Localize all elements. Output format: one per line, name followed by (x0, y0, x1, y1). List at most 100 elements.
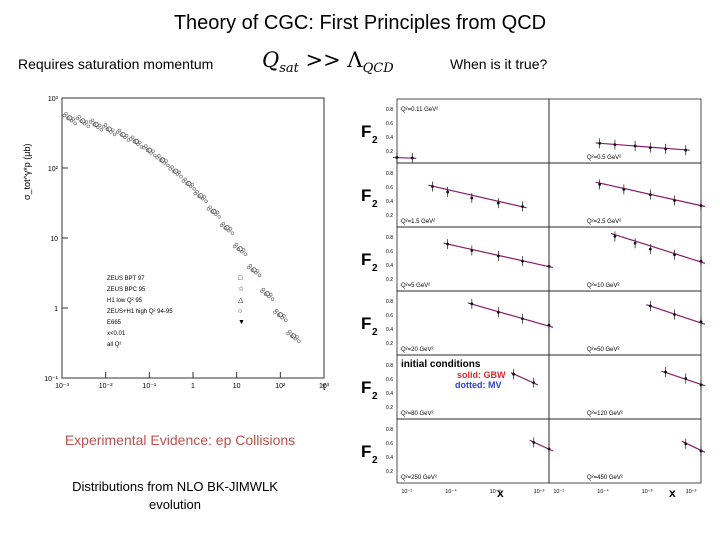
f2-axis-label: F (361, 186, 371, 205)
f2-fit-line (595, 142, 690, 151)
data-point (230, 231, 235, 235)
data-point (97, 123, 102, 128)
f2-panel-label: Q²=50 GeV² (587, 347, 620, 353)
data-point (213, 212, 218, 216)
data-point (195, 190, 199, 194)
data-point (227, 228, 231, 233)
f2-data-point (470, 249, 474, 252)
data-point (223, 226, 227, 230)
data-point (208, 205, 212, 209)
xlabel: τ (322, 382, 326, 390)
data-point (211, 208, 217, 214)
f2-data-point (648, 146, 652, 150)
data-point (136, 142, 140, 146)
f2-x-axis-label: x (669, 486, 676, 500)
f2-data-point (496, 310, 500, 314)
data-point (289, 334, 294, 338)
data-point (117, 128, 122, 133)
tau-scaling-chart: σ_tot^γ*p (μb) 10³ 10² 10 1 10⁻¹ 10⁻³ 10⁻² 10⁻… (22, 96, 330, 390)
f2-data-point (598, 182, 602, 186)
f2-panel-label: Q²=0.5 GeV² (587, 155, 621, 161)
data-point (145, 148, 150, 153)
f2-panel-frame (396, 290, 550, 356)
x-tick-label: 10⁻³ (55, 383, 69, 390)
f2-panel-label: Q²=0.11 GeV² (401, 107, 438, 113)
requires-label: Requires saturation momentum (18, 56, 214, 72)
f2-data-point (470, 302, 474, 306)
legend-marker: □ (238, 275, 243, 282)
data-point (130, 135, 135, 139)
data-point (234, 243, 239, 247)
data-point (277, 312, 283, 318)
f2-y-tick-label: 0.2 (386, 341, 393, 347)
data-point (224, 225, 230, 231)
data-point (86, 124, 90, 129)
formula-q: Q (262, 48, 280, 72)
data-point (80, 118, 86, 124)
f2-data-point (470, 196, 474, 200)
f2-data-point (395, 156, 399, 159)
f2-y-tick-label: 0.8 (386, 235, 393, 241)
data-point (286, 331, 290, 336)
f2-x-tick-label: 10⁻⁴ (597, 488, 609, 495)
data-point (219, 223, 224, 228)
f2-data-point (446, 242, 450, 246)
f2-data-point (673, 199, 676, 202)
f2-x-tick-label: 10⁻⁵ (553, 488, 564, 495)
f2-fit-line (428, 184, 527, 209)
f2-data-point (699, 320, 703, 324)
f2-data-point (613, 234, 617, 238)
data-point (170, 165, 174, 169)
f2-y-tick-label: 0.2 (386, 405, 393, 411)
data-point (92, 122, 96, 127)
data-point (115, 130, 120, 134)
x-tick-label: 10² (275, 383, 286, 390)
y-tick-label: 1 (54, 306, 58, 313)
f2-x-tick-label: 10⁻⁴ (445, 488, 457, 495)
data-point (62, 113, 66, 118)
data-point (66, 116, 70, 120)
f2-panel-label: Q²=80 GeV² (401, 411, 434, 417)
x-tick-label: 10 (233, 383, 241, 390)
f2-panel-frame (396, 418, 550, 484)
data-point (84, 120, 89, 124)
data-point (288, 330, 292, 334)
data-point (280, 315, 284, 320)
data-point (158, 158, 163, 162)
f2-y-tick-label: 0.8 (386, 107, 393, 113)
data-point (69, 118, 74, 123)
f2-data-point (521, 317, 524, 321)
data-point (129, 137, 133, 141)
data-point (269, 293, 273, 297)
f2-axis-label: F (361, 378, 371, 397)
data-point (217, 215, 221, 219)
f2-axis-label: F (361, 250, 371, 269)
data-point (73, 121, 77, 125)
data-point (257, 273, 262, 278)
f2-data-point (664, 147, 667, 151)
data-point (295, 335, 299, 339)
f2-panel-frame (548, 162, 702, 228)
data-point (267, 294, 271, 299)
data-point (146, 147, 152, 153)
data-point (79, 119, 83, 123)
f2-data-point (512, 372, 515, 376)
data-point (276, 313, 281, 317)
data-point (102, 124, 106, 129)
ylabel: σ_tot^γ*p (μb) (22, 144, 32, 200)
data-point (123, 135, 127, 140)
f2-panel-label: Q²=250 GeV² (401, 475, 437, 481)
f2-data-point (521, 259, 524, 263)
legend-marker: ☆ (238, 285, 244, 293)
f2-data-point (673, 313, 676, 316)
data-point (133, 138, 139, 144)
f2-axis-sub: 2 (372, 327, 378, 338)
f2-data-point (699, 204, 703, 208)
f2-data-point (664, 370, 667, 374)
data-point (275, 308, 279, 313)
f2-data-point (699, 383, 703, 387)
data-point (233, 244, 237, 249)
annotation-bg (399, 358, 511, 390)
data-point (264, 291, 270, 297)
